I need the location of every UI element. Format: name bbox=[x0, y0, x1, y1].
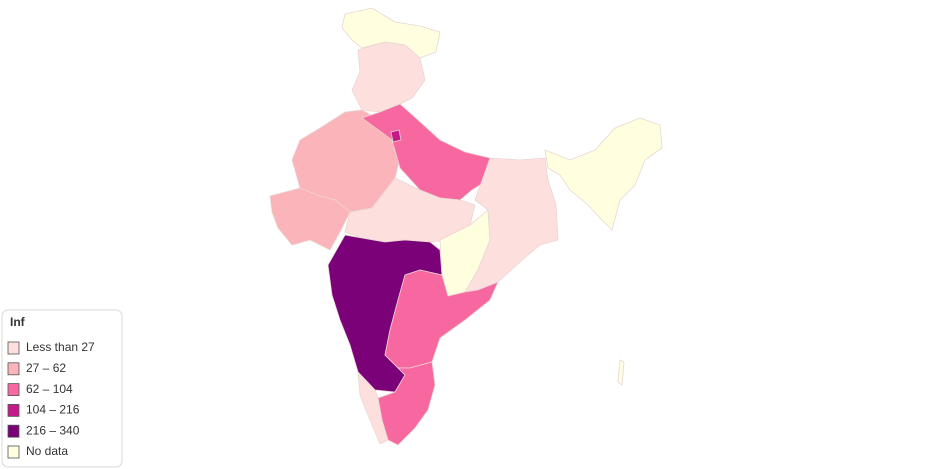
legend-swatch bbox=[7, 445, 20, 459]
legend-box bbox=[1, 309, 123, 468]
region-layer bbox=[269, 7, 663, 446]
legend-swatch bbox=[7, 362, 20, 376]
legend-label: No data bbox=[26, 444, 68, 458]
region bbox=[617, 359, 625, 386]
legend-label: 216 – 340 bbox=[26, 423, 80, 437]
legend-swatch bbox=[7, 383, 20, 397]
legend-label: 104 – 216 bbox=[26, 403, 80, 417]
region bbox=[544, 117, 663, 231]
legend-label: 27 – 62 bbox=[26, 361, 66, 375]
region bbox=[384, 269, 499, 369]
legend-title: Inf bbox=[10, 315, 26, 329]
legend-swatch bbox=[7, 403, 20, 417]
region bbox=[377, 361, 436, 446]
region bbox=[390, 129, 402, 143]
region bbox=[269, 187, 351, 251]
legend-label: Less than 27 bbox=[26, 340, 95, 354]
region bbox=[464, 157, 559, 293]
legend-swatch bbox=[7, 341, 20, 355]
region bbox=[357, 370, 389, 445]
legend-swatch bbox=[7, 424, 20, 438]
legend: Inf Less than 27 27 – 62 62 – 104 104 – 216… bbox=[1, 309, 123, 468]
legend-label: 62 – 104 bbox=[26, 382, 73, 396]
region bbox=[351, 41, 426, 113]
